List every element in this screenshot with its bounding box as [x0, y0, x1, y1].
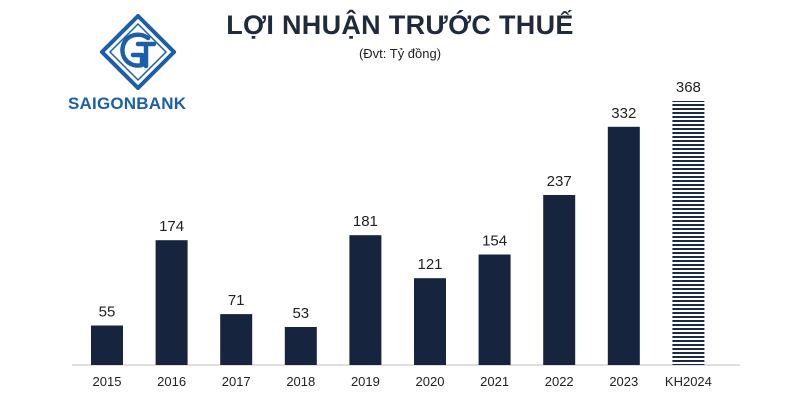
bar-2019 [349, 235, 382, 365]
x-tick-label: 2016 [157, 374, 186, 389]
bar-kh2024 [672, 101, 705, 365]
bar-value-label: 55 [99, 304, 116, 321]
bar-value-label: 121 [417, 256, 442, 273]
chart-title: LỢI NHUẬN TRƯỚC THUẾ [226, 10, 574, 40]
saigonbank-logo-icon [100, 14, 176, 90]
x-tick-label: 2021 [480, 374, 509, 389]
chart-subtitle: (Đvt: Tỷ đồng) [358, 46, 442, 61]
x-tick-label: 2017 [222, 374, 251, 389]
bar-2017 [220, 314, 253, 365]
bar-2020 [414, 278, 446, 365]
x-tick-label: 2018 [286, 374, 315, 389]
bar-value-label: 71 [228, 292, 245, 309]
x-tick-label: KH2024 [665, 374, 712, 389]
bar-value-label: 154 [482, 233, 507, 250]
x-tick-label: 2019 [351, 374, 380, 389]
bar-2015 [91, 325, 123, 365]
x-tick-label: 2022 [545, 374, 574, 389]
bar-2023 [607, 126, 640, 365]
bar-2018 [284, 327, 317, 365]
bar-2016 [155, 240, 188, 365]
bar-value-label: 174 [159, 218, 184, 235]
saigonbank-logo: SAIGONBANK [64, 14, 214, 114]
x-tick-label: 2023 [609, 374, 638, 389]
bar-2021 [478, 254, 511, 365]
bar-value-label: 368 [676, 79, 701, 96]
x-tick-label: 2015 [93, 374, 122, 389]
bar-value-label: 53 [292, 305, 309, 322]
brand-name: SAIGONBANK [68, 94, 187, 113]
x-tick-label: 2020 [416, 374, 445, 389]
bar-value-label: 181 [353, 213, 378, 230]
bar-2022 [543, 195, 576, 365]
bar-value-label: 332 [611, 105, 636, 122]
bar-series: 55 2015 174 2016 71 2017 53 2018 181 2019 121 2020 1… [91, 79, 712, 389]
bar-value-label: 237 [547, 173, 572, 190]
